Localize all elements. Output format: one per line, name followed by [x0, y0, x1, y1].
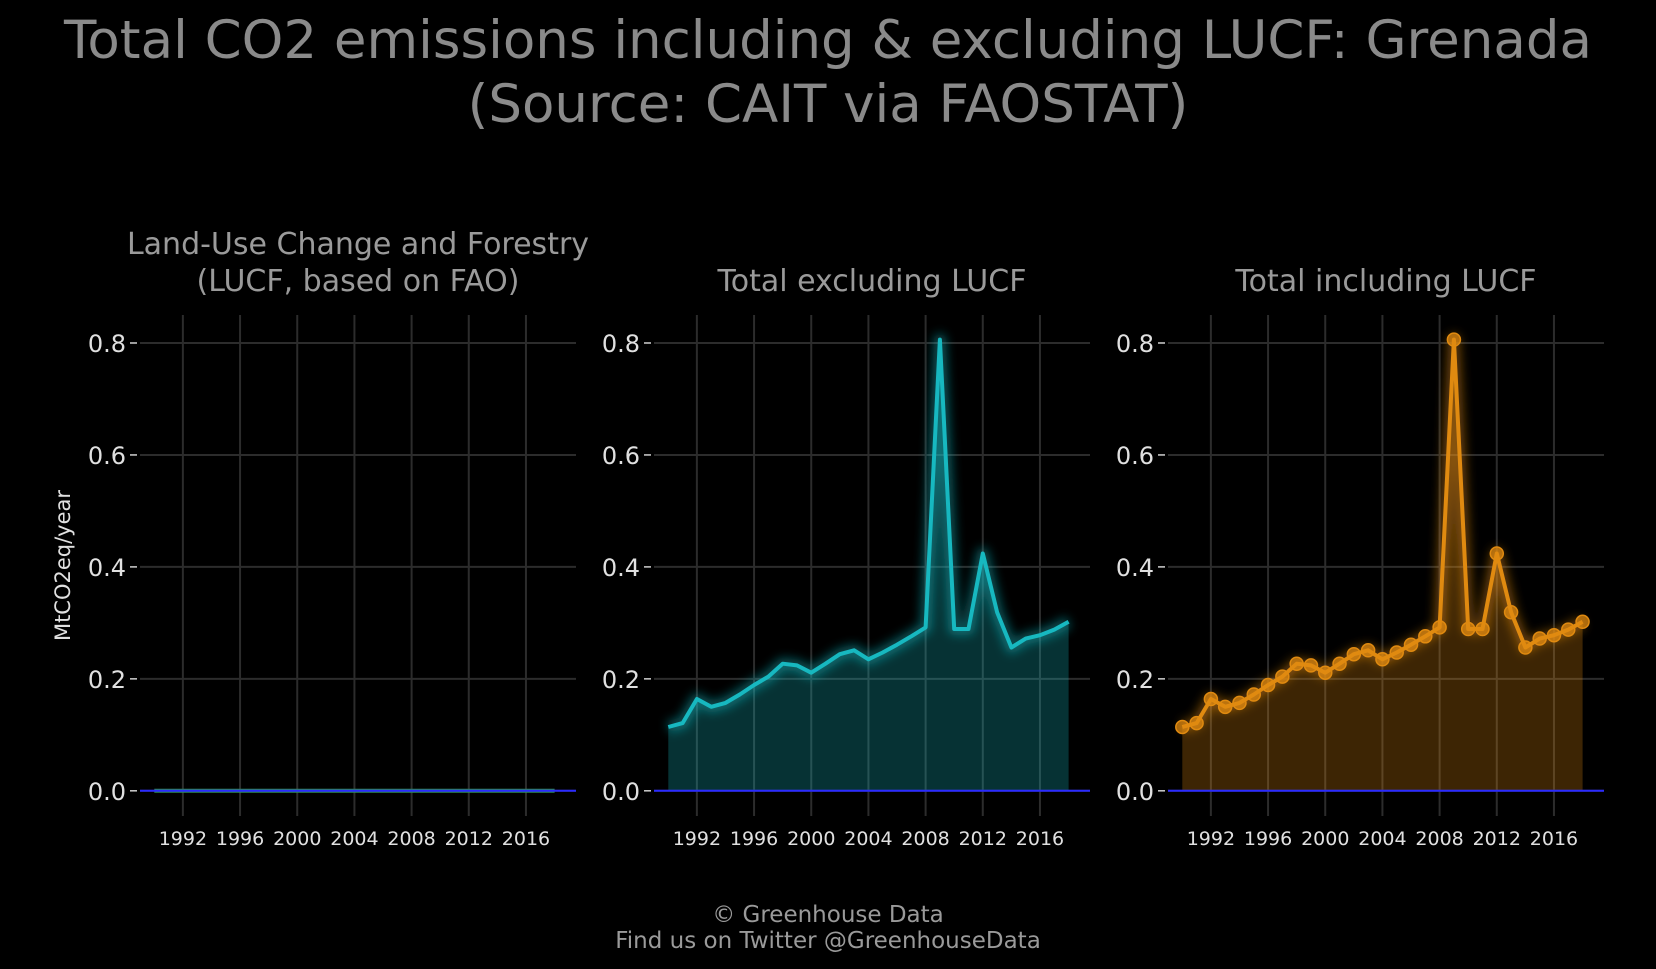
data-point: [1418, 629, 1433, 644]
y-tick-label: 0.0: [1116, 778, 1154, 806]
data-point: [1532, 631, 1547, 646]
panel-title: Total excluding LUCF: [717, 264, 1027, 299]
data-point: [1346, 646, 1362, 662]
data-point: [1175, 719, 1190, 735]
data-point: [1375, 652, 1390, 667]
y-tick-label: 0.8: [1116, 330, 1154, 358]
data-point: [1332, 656, 1347, 671]
data-point: [1360, 643, 1376, 658]
y-tick-label: 0.4: [88, 554, 126, 582]
data-point: [1317, 665, 1333, 680]
x-tick-label: 2012: [1473, 828, 1521, 850]
data-point: [1275, 669, 1290, 684]
chart-subtitle: (Source: CAIT via FAOSTAT): [467, 74, 1189, 135]
x-tick-label: 1992: [673, 828, 721, 850]
y-tick-label: 0.4: [1116, 554, 1154, 582]
x-tick-label: 2000: [1301, 828, 1349, 850]
y-tick-label: 0.6: [88, 442, 126, 470]
y-tick-label: 0.6: [602, 442, 640, 470]
chart-title: Total CO2 emissions including & excludin…: [64, 10, 1592, 71]
data-point: [1203, 691, 1219, 707]
data-point: [1489, 546, 1505, 561]
x-tick-label: 2000: [273, 828, 321, 850]
y-tick-label: 0.0: [88, 778, 126, 806]
panel-title: (LUCF, based on FAO): [197, 264, 520, 299]
data-point: [1389, 645, 1404, 660]
data-point: [1518, 640, 1533, 655]
y-tick-label: 0.6: [1116, 442, 1154, 470]
x-tick-label: 1996: [216, 828, 264, 850]
panel-title: Total including LUCF: [1234, 264, 1536, 299]
x-tick-label: 2000: [787, 828, 835, 850]
series-line: [667, 337, 1070, 729]
data-point: [1561, 622, 1576, 637]
y-tick-label: 0.8: [602, 330, 640, 358]
x-tick-label: 2012: [445, 828, 493, 850]
data-point: [1475, 621, 1490, 637]
y-tick-label: 0.8: [88, 330, 126, 358]
x-tick-label: 2016: [1016, 828, 1064, 850]
data-point: [1289, 656, 1304, 671]
data-point: [1232, 695, 1247, 711]
x-tick-label: 2008: [1415, 828, 1463, 850]
data-point: [1575, 614, 1590, 630]
x-tick-label: 1992: [159, 828, 207, 850]
y-axis-label: MtCO2eq/year: [51, 490, 75, 641]
data-point: [1546, 627, 1562, 643]
x-tick-label: 2004: [1358, 828, 1406, 850]
y-tick-label: 0.2: [1116, 666, 1154, 694]
data-point: [1303, 658, 1319, 673]
y-tick-label: 0.2: [602, 666, 640, 694]
data-point: [1460, 621, 1476, 637]
x-tick-label: 1996: [730, 828, 778, 850]
data-point: [1403, 637, 1419, 652]
data-point: [1246, 687, 1262, 702]
footer-twitter: Find us on Twitter @GreenhouseData: [615, 928, 1041, 954]
footer-copyright: © Greenhouse Data: [712, 902, 944, 928]
data-point: [1189, 715, 1204, 731]
data-point: [1217, 699, 1233, 715]
x-tick-label: 1996: [1244, 828, 1292, 850]
x-tick-label: 2004: [844, 828, 892, 850]
y-tick-label: 0.0: [602, 778, 640, 806]
x-tick-label: 2008: [387, 828, 435, 850]
panel-total-excluding-lucf: Total excluding LUCF 1992 1996 2000 2004 2008…: [602, 264, 1090, 850]
x-tick-label: 2016: [1530, 828, 1578, 850]
y-tick-label: 0.2: [88, 666, 126, 694]
data-point: [1446, 332, 1462, 347]
panel-total-including-lucf: Total including LUCF 1992 1996 2000 2004 2008…: [1116, 264, 1604, 850]
x-tick-label: 2012: [959, 828, 1007, 850]
data-point: [1432, 620, 1447, 635]
x-tick-label: 2008: [901, 828, 949, 850]
data-point: [1503, 604, 1519, 620]
data-point: [1260, 677, 1276, 693]
panel-lucf: Land-Use Change and Forestry(LUCF, based…: [51, 227, 589, 850]
x-tick-label: 2016: [502, 828, 550, 850]
y-tick-label: 0.4: [602, 554, 640, 582]
x-tick-label: 1992: [1187, 828, 1235, 850]
panel-title: Land-Use Change and Forestry: [127, 227, 589, 262]
x-tick-label: 2004: [330, 828, 378, 850]
